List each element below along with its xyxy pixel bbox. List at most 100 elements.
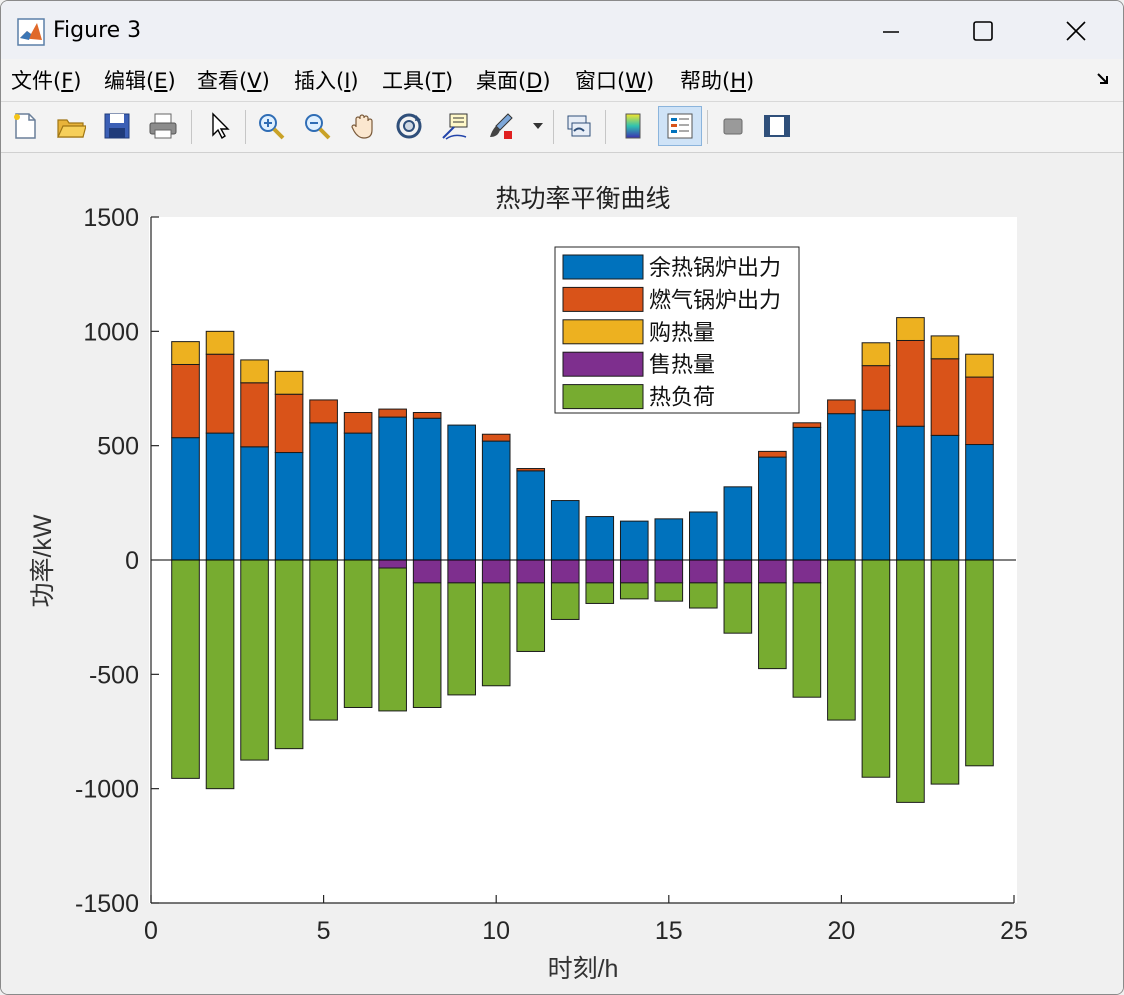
rotate-3d-icon[interactable] bbox=[391, 108, 427, 144]
pointer-icon[interactable] bbox=[201, 108, 237, 144]
hide-plot-tools-icon[interactable] bbox=[715, 108, 751, 144]
menu-help[interactable]: 帮助(H) bbox=[680, 69, 755, 93]
menu-edit[interactable]: 编辑(E) bbox=[104, 69, 176, 93]
bar-segment-s0-t15 bbox=[654, 518, 684, 561]
x-tick-label: 15 bbox=[655, 917, 683, 945]
bar-segment-s0-t5 bbox=[309, 422, 338, 561]
menu-file[interactable]: 文件(F) bbox=[11, 69, 82, 93]
bar-segment-s4-t19 bbox=[792, 582, 822, 698]
bar-segment-s3-t8 bbox=[412, 559, 442, 584]
menu-window[interactable]: 窗口(W) bbox=[575, 69, 655, 93]
show-plot-tools-icon[interactable] bbox=[759, 108, 795, 144]
bar-segment-s0-t17 bbox=[723, 486, 753, 561]
bar-segment-s1-t7 bbox=[378, 408, 407, 418]
close-button[interactable] bbox=[1052, 9, 1100, 53]
bar-segment-s2-t24 bbox=[965, 353, 994, 378]
bar-segment-s4-t4 bbox=[274, 559, 304, 750]
legend-swatch-3 bbox=[562, 351, 644, 377]
legend-swatch-0 bbox=[562, 254, 644, 280]
bar-segment-s4-t2 bbox=[205, 559, 235, 790]
legend-label-1: 燃气锅炉出力 bbox=[649, 287, 781, 312]
pan-hand-icon[interactable] bbox=[345, 108, 381, 144]
bar-segment-s1-t22 bbox=[896, 339, 925, 427]
bar-segment-s0-t22 bbox=[896, 425, 925, 561]
bar-segment-s4-t18 bbox=[758, 582, 787, 670]
menu-desktop[interactable]: 桌面(D) bbox=[476, 69, 551, 93]
brush-icon[interactable] bbox=[483, 108, 519, 144]
window-title: Figure 3 bbox=[53, 18, 142, 43]
bar-segment-s0-t11 bbox=[516, 470, 546, 561]
y-tick-label: 0 bbox=[125, 547, 139, 575]
data-cursor-icon[interactable] bbox=[437, 108, 473, 144]
bar-segment-s0-t6 bbox=[343, 432, 373, 561]
bar-segment-s1-t8 bbox=[412, 412, 442, 419]
bar-segment-s4-t9 bbox=[447, 582, 476, 696]
print-icon[interactable] bbox=[145, 108, 181, 144]
x-tick-label: 0 bbox=[144, 917, 158, 945]
x-tick-label: 5 bbox=[317, 917, 331, 945]
bar-segment-s0-t1 bbox=[171, 437, 200, 561]
bar-segment-s1-t20 bbox=[827, 399, 856, 415]
bar-segment-s3-t9 bbox=[447, 559, 476, 584]
bar-segment-s4-t11 bbox=[516, 582, 546, 652]
bar-segment-s0-t19 bbox=[792, 426, 822, 561]
bar-segment-s4-t14 bbox=[619, 582, 649, 600]
bar-segment-s1-t18 bbox=[758, 450, 787, 458]
bar-segment-s0-t20 bbox=[827, 413, 856, 561]
zoom-in-icon[interactable] bbox=[253, 108, 289, 144]
figure-canvas[interactable]: 1500 1000 500 0 -500 -1000 -1500 0 5 10 15 20 25 余热锅… bbox=[1, 153, 1123, 994]
bar-segment-s3-t7 bbox=[378, 559, 407, 569]
bar-segment-s3-t16 bbox=[689, 559, 718, 584]
save-icon[interactable] bbox=[99, 108, 135, 144]
bar-segment-s2-t21 bbox=[861, 342, 891, 367]
chart-title: 热功率平衡曲线 bbox=[495, 185, 670, 213]
bar-segment-s0-t9 bbox=[447, 424, 476, 561]
legend-swatch-1 bbox=[562, 286, 644, 312]
maximize-button[interactable] bbox=[959, 9, 1007, 53]
legend-swatch-4 bbox=[562, 384, 644, 410]
bar-segment-s0-t3 bbox=[240, 446, 269, 561]
bar-segment-s1-t6 bbox=[343, 412, 373, 434]
dock-arrow-icon[interactable] bbox=[1095, 71, 1111, 87]
menu-insert[interactable]: 插入(I) bbox=[294, 69, 359, 93]
minimize-button[interactable] bbox=[867, 9, 915, 53]
bar-segment-s2-t22 bbox=[896, 317, 925, 341]
bar-segment-s1-t4 bbox=[274, 393, 304, 454]
bar-segment-s0-t10 bbox=[481, 440, 511, 561]
bar-segment-s3-t11 bbox=[516, 559, 546, 584]
legend-icon[interactable] bbox=[658, 106, 702, 146]
x-tick-label: 10 bbox=[482, 917, 510, 945]
colorbar-icon[interactable] bbox=[615, 108, 651, 144]
bar-segment-s0-t21 bbox=[861, 409, 891, 561]
open-file-icon[interactable] bbox=[53, 108, 89, 144]
menu-tools[interactable]: 工具(T) bbox=[382, 69, 454, 93]
brush-dropdown-icon[interactable] bbox=[527, 108, 549, 144]
link-plot-icon[interactable] bbox=[561, 108, 597, 144]
bar-segment-s0-t24 bbox=[965, 444, 994, 561]
bar-segment-s2-t3 bbox=[240, 359, 269, 384]
bar-segment-s0-t2 bbox=[205, 432, 235, 561]
bar-segment-s0-t12 bbox=[550, 500, 580, 561]
menu-bar: 文件(F) 编辑(E) 查看(V) 插入(I) 工具(T) 桌面(D) 窗口(W… bbox=[1, 59, 1123, 102]
bar-segment-s4-t8 bbox=[412, 582, 442, 708]
y-tick-label: -1000 bbox=[75, 776, 139, 804]
bar-segment-s1-t10 bbox=[481, 433, 511, 442]
minimize-icon bbox=[883, 31, 899, 33]
bar-segment-s2-t2 bbox=[205, 330, 235, 355]
bar-segment-s4-t23 bbox=[930, 559, 960, 785]
bar-segment-s2-t23 bbox=[930, 335, 960, 360]
bar-segment-s4-t24 bbox=[965, 559, 994, 767]
menu-view[interactable]: 查看(V) bbox=[197, 69, 270, 93]
new-figure-icon[interactable] bbox=[7, 108, 43, 144]
bar-segment-s0-t23 bbox=[930, 434, 960, 561]
bar-segment-s1-t3 bbox=[240, 382, 269, 448]
bar-segment-s1-t21 bbox=[861, 365, 891, 411]
bar-segment-s4-t10 bbox=[481, 582, 511, 687]
bar-segment-s4-t7 bbox=[378, 567, 407, 712]
zoom-out-icon[interactable] bbox=[299, 108, 335, 144]
bar-segment-s1-t19 bbox=[792, 422, 822, 428]
bar-segment-s3-t10 bbox=[481, 559, 511, 584]
bar-segment-s3-t18 bbox=[758, 559, 787, 584]
